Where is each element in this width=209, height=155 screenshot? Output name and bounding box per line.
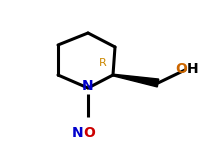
- Text: O: O: [83, 126, 95, 140]
- Text: O: O: [175, 62, 187, 76]
- Text: N: N: [82, 79, 94, 93]
- Polygon shape: [113, 74, 159, 87]
- Text: R: R: [99, 58, 107, 68]
- Text: H: H: [187, 62, 199, 76]
- Text: N: N: [71, 126, 83, 140]
